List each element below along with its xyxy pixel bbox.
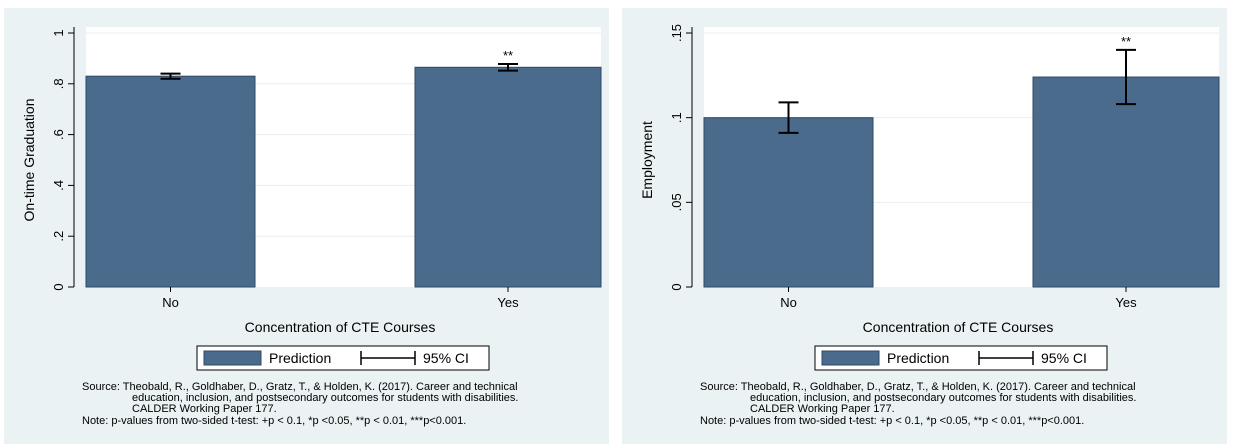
source-note-line: education, inclusion, and postsecondary …: [132, 392, 518, 404]
x-tick-label: Yes: [1115, 295, 1137, 310]
y-axis-title: Employment: [639, 121, 655, 199]
y-tick-label: .6: [51, 129, 66, 140]
y-tick-label: 0: [51, 283, 66, 290]
source-note-line: Source: Theobald, R., Goldhaber, D., Gra…: [700, 381, 1136, 393]
x-tick-label: No: [162, 295, 179, 310]
legend-label-ci: 95% CI: [423, 350, 469, 366]
source-note-line: Source: Theobald, R., Goldhaber, D., Gra…: [82, 381, 518, 393]
legend-label-prediction: Prediction: [887, 350, 949, 366]
chart-svg-employment: 0 .05 .1 .15 Employment No ** Yes Concentration …: [639, 24, 1220, 427]
source-note-line: CALDER Working Paper 177.: [750, 403, 895, 415]
x-axis-title: Concentration of CTE Courses: [245, 319, 436, 335]
legend-label-prediction: Prediction: [269, 350, 331, 366]
x-axis-title: Concentration of CTE Courses: [863, 319, 1054, 335]
y-tick-label: .2: [51, 231, 66, 242]
source-note-line: Note: p-values from two-sided t-test: +p…: [82, 415, 466, 427]
y-tick-label: .05: [669, 193, 684, 211]
legend-swatch-prediction: [821, 350, 880, 366]
bar-yes: [1032, 76, 1220, 288]
legend-swatch-prediction: [203, 350, 262, 366]
bar-no: [703, 117, 874, 288]
y-tick-label: .8: [51, 78, 66, 89]
significance-stars: **: [1121, 34, 1131, 49]
y-tick-label: .4: [51, 180, 66, 191]
y-tick-label: .1: [669, 112, 684, 123]
y-tick-label: 0: [669, 283, 684, 290]
bar-yes: [414, 66, 602, 288]
x-tick-label: Yes: [497, 295, 519, 310]
x-tick-label: No: [780, 295, 797, 310]
chart-svg-on-time-graduation: 0 .2 .4 .6 .8 1 On-time Graduation No ** Yes Conce…: [21, 27, 602, 427]
legend-label-ci: 95% CI: [1041, 350, 1087, 366]
bar-no: [85, 75, 256, 288]
significance-stars: **: [503, 48, 513, 63]
source-note-line: Note: p-values from two-sided t-test: +p…: [700, 415, 1084, 427]
chart-panel-on-time-graduation: 0 .2 .4 .6 .8 1 On-time Graduation No ** Yes Conce…: [4, 8, 609, 444]
y-tick-label: 1: [51, 29, 66, 36]
source-note-line: CALDER Working Paper 177.: [132, 403, 277, 415]
source-note-line: education, inclusion, and postsecondary …: [750, 392, 1136, 404]
y-axis-title: On-time Graduation: [21, 99, 37, 222]
y-tick-label: .15: [669, 24, 684, 42]
chart-panel-employment: 0 .05 .1 .15 Employment No ** Yes Concentration …: [622, 8, 1227, 444]
